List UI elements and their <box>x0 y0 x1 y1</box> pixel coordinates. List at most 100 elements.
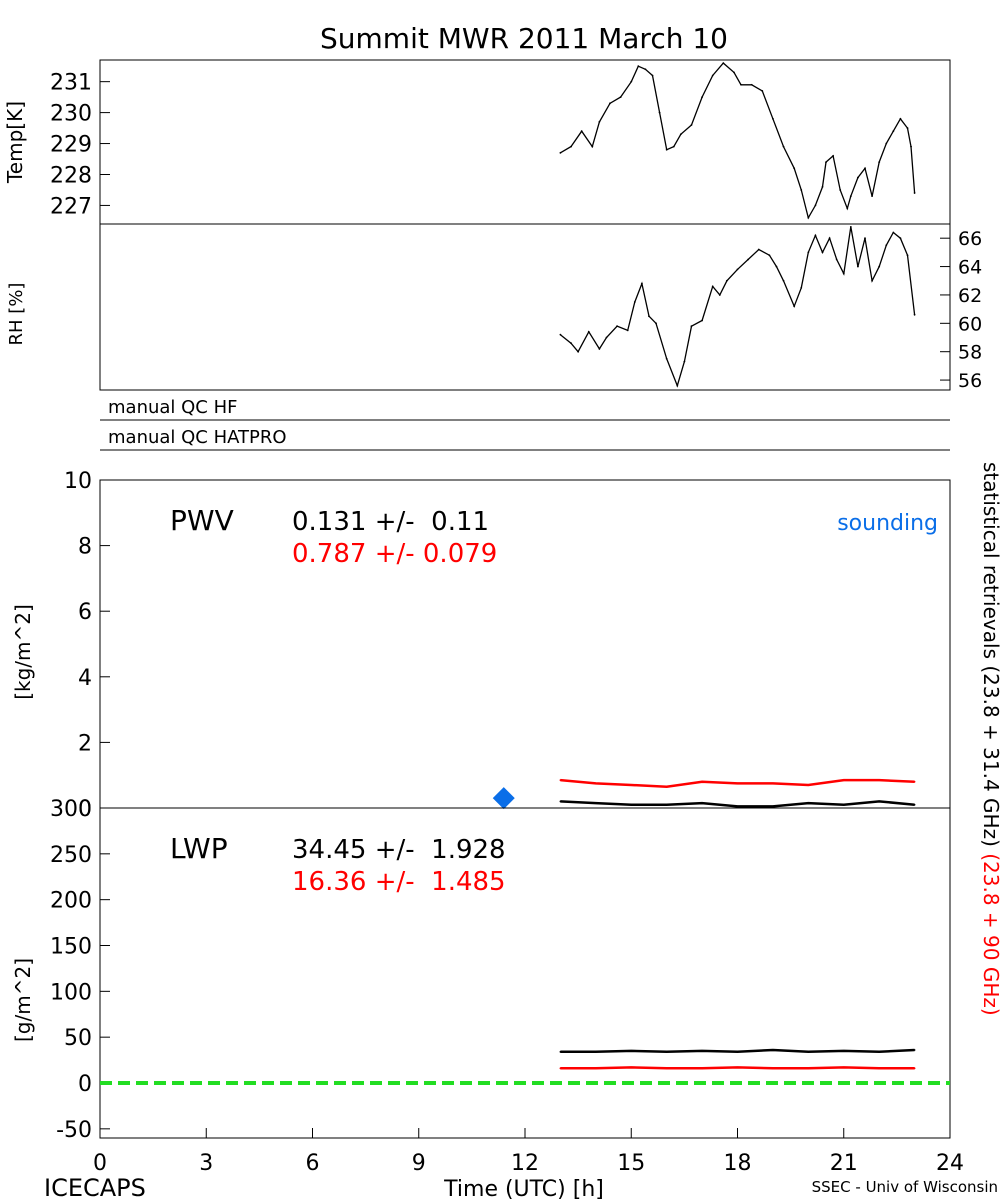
y-tick-label: 0 <box>78 797 92 822</box>
data-point <box>633 301 636 303</box>
data-point <box>683 360 686 363</box>
data-point <box>899 237 902 240</box>
lwp-stat-primary: 34.45 +/- 1.928 <box>292 835 506 865</box>
data-point <box>800 286 803 289</box>
data-point <box>594 1067 597 1070</box>
y-tick-label: 4 <box>78 666 92 691</box>
data-point <box>736 1066 739 1069</box>
pwv-stat-secondary: 0.787 +/- 0.079 <box>292 539 497 569</box>
data-point <box>807 216 810 219</box>
y-tick-label: 229 <box>50 133 92 158</box>
data-point <box>577 350 580 353</box>
data-point <box>864 167 866 170</box>
data-point <box>559 779 562 782</box>
series-line <box>559 226 916 388</box>
data-point <box>736 805 739 808</box>
temperature-panel: 227 228 229 230 231 Temp[K] <box>3 59 951 225</box>
data-point <box>857 265 859 268</box>
sounding-label: sounding <box>837 511 938 536</box>
x-tick-label: 0 <box>93 1151 107 1176</box>
x-tick-label: 12 <box>511 1151 539 1176</box>
data-point <box>630 784 633 786</box>
data-point <box>892 231 895 234</box>
data-point <box>701 1067 703 1070</box>
footer-left: ICECAPS <box>44 1174 146 1200</box>
data-point <box>814 234 817 237</box>
data-point <box>559 151 562 154</box>
data-point <box>793 305 796 308</box>
data-point <box>701 780 703 783</box>
data-point <box>594 782 597 785</box>
data-point <box>658 111 661 114</box>
data-point <box>839 189 842 191</box>
data-point <box>878 1050 881 1053</box>
y-axis-label: Temp[K] <box>3 101 27 184</box>
data-point <box>619 96 622 99</box>
data-point <box>871 195 873 198</box>
qc-hf-label: manual QC HF <box>108 397 237 418</box>
y-tick-label: 200 <box>50 889 92 914</box>
data-point <box>747 258 750 261</box>
y-tick-label: 227 <box>50 194 92 219</box>
data-point <box>644 68 647 71</box>
data-point <box>906 254 909 257</box>
data-point <box>630 803 633 806</box>
data-point <box>878 265 881 268</box>
data-point <box>878 1067 881 1070</box>
data-point <box>772 1067 774 1070</box>
data-point <box>701 96 703 99</box>
data-point <box>793 167 796 170</box>
y-tick-label: 50 <box>64 1026 92 1051</box>
data-point <box>814 204 817 207</box>
data-point <box>906 127 909 129</box>
data-point <box>736 782 739 785</box>
data-point <box>587 330 590 333</box>
data-point <box>807 784 810 786</box>
data-point <box>807 1050 810 1053</box>
data-point <box>605 336 608 339</box>
data-point <box>648 315 650 318</box>
data-point <box>580 130 583 133</box>
data-point <box>609 102 611 105</box>
data-point <box>665 803 668 806</box>
data-point <box>892 130 895 133</box>
x-axis-title: Time (UTC) [h] <box>443 1177 604 1200</box>
data-point <box>665 1050 668 1053</box>
data-point <box>598 347 601 350</box>
data-point <box>559 1067 562 1070</box>
y-tick-label: 58 <box>958 342 982 364</box>
data-point <box>878 779 881 782</box>
data-point <box>807 1067 810 1070</box>
x-tick-label: 9 <box>412 1151 426 1176</box>
data-point <box>849 195 852 198</box>
data-point <box>913 780 916 783</box>
data-point <box>570 145 572 148</box>
lwp-name: LWP <box>170 832 228 865</box>
data-point <box>591 145 594 148</box>
data-point <box>825 161 827 164</box>
data-point <box>665 357 668 360</box>
data-point <box>679 133 682 136</box>
data-point <box>913 192 916 194</box>
data-point <box>871 279 873 282</box>
data-point <box>768 254 771 257</box>
data-point <box>782 279 785 282</box>
y-tick-label: 250 <box>50 843 92 868</box>
y-axis-label: RH [%] <box>6 283 27 346</box>
y-tick-label: 56 <box>958 370 982 392</box>
data-point <box>757 248 760 251</box>
pwv-stat-primary: 0.131 +/- 0.11 <box>292 507 489 537</box>
x-tick-label: 24 <box>936 1151 964 1176</box>
data-point <box>665 1067 668 1070</box>
data-point <box>640 282 643 285</box>
data-point <box>559 1050 562 1053</box>
data-point <box>842 779 845 782</box>
data-point <box>849 225 852 228</box>
y-tick-label: 150 <box>50 935 92 960</box>
data-point <box>570 342 572 345</box>
data-point <box>821 185 824 188</box>
x-axis: 0 3 6 9 12 15 18 21 24 <box>93 1128 964 1176</box>
temperature-frame <box>99 59 951 225</box>
data-point <box>736 268 739 271</box>
data-point <box>899 117 902 120</box>
